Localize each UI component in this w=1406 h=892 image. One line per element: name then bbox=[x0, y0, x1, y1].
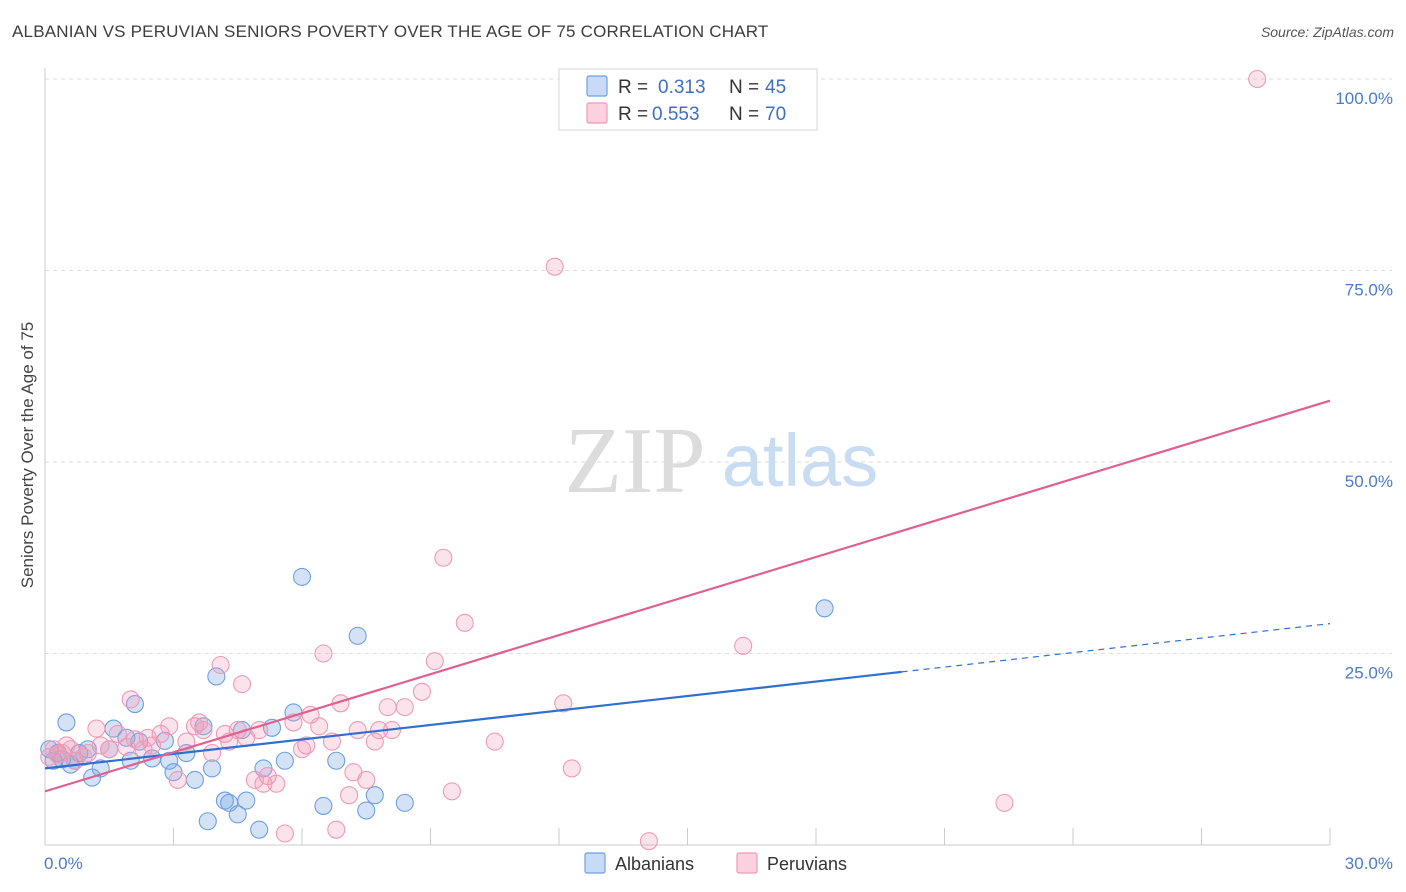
bottom-legend-swatch-albanians bbox=[584, 852, 606, 874]
source-label: Source: ZipAtlas.com bbox=[1260, 24, 1394, 40]
data-points bbox=[40, 69, 1267, 851]
legend: R = 0.313 N = 45 R = 0.553 N = 70 bbox=[558, 68, 818, 131]
peruvian-point bbox=[1248, 69, 1267, 89]
peruvian-point bbox=[434, 548, 453, 567]
y-tick-label: 25.0% bbox=[1345, 664, 1393, 683]
albanian-point bbox=[357, 801, 376, 820]
albanian-point bbox=[160, 751, 179, 770]
albanian-trend-line bbox=[44, 670, 902, 770]
bottom-legend: Albanians Peruvians bbox=[584, 852, 847, 874]
albanian-point bbox=[198, 812, 217, 831]
peruvian-point bbox=[310, 717, 329, 736]
legend-swatch-albanians bbox=[586, 75, 608, 97]
y-tick-label: 75.0% bbox=[1345, 281, 1393, 300]
legend-swatch-peruvians bbox=[586, 102, 608, 124]
albanian-point bbox=[57, 713, 76, 732]
legend-r-value-1: 0.313 bbox=[658, 77, 706, 98]
x-tick-label-min: 0.0% bbox=[44, 854, 83, 873]
legend-n-value-2: 70 bbox=[765, 104, 786, 125]
albanian-point bbox=[348, 626, 367, 645]
peruvian-point bbox=[100, 740, 119, 759]
legend-r-label-1: R = bbox=[618, 77, 648, 98]
albanian-point bbox=[365, 786, 384, 805]
peruvian-point bbox=[108, 724, 127, 743]
peruvian-point bbox=[327, 820, 346, 839]
legend-r-value-2: 0.553 bbox=[652, 104, 700, 125]
albanian-point bbox=[314, 796, 333, 815]
peruvian-point bbox=[425, 652, 444, 671]
peruvian-point bbox=[211, 655, 230, 675]
peruvian-point bbox=[87, 719, 106, 738]
peruvian-point bbox=[995, 793, 1014, 812]
peruvian-point bbox=[168, 770, 187, 789]
albanian-point bbox=[207, 667, 226, 686]
legend-r-label-2: R = bbox=[618, 104, 648, 125]
y-tick-label: 50.0% bbox=[1345, 472, 1393, 491]
y-tick-label: 100.0% bbox=[1335, 89, 1393, 108]
peruvian-point bbox=[639, 832, 659, 851]
peruvian-point bbox=[314, 644, 333, 663]
peruvian-trend-line bbox=[44, 399, 1331, 793]
peruvian-point bbox=[340, 786, 359, 805]
peruvian-point bbox=[365, 732, 384, 751]
watermark: ZIP atlas bbox=[565, 409, 879, 513]
albanian-point bbox=[203, 759, 222, 778]
albanian-point bbox=[275, 751, 294, 770]
peruvian-point bbox=[395, 698, 414, 717]
peruvian-point bbox=[554, 694, 573, 713]
albanian-point bbox=[815, 599, 834, 618]
peruvian-point bbox=[545, 257, 564, 276]
peruvian-point bbox=[485, 732, 504, 751]
peruvian-point bbox=[357, 770, 376, 789]
peruvian-point bbox=[267, 774, 286, 793]
peruvian-point bbox=[177, 732, 196, 751]
albanian-point bbox=[228, 805, 247, 824]
albanian-point bbox=[250, 820, 269, 839]
peruvian-point bbox=[442, 782, 461, 801]
peruvian-point bbox=[194, 721, 213, 740]
albanian-point bbox=[395, 793, 414, 812]
chart-title: ALBANIAN VS PERUVIAN SENIORS POVERTY OVE… bbox=[12, 22, 769, 41]
axes bbox=[44, 68, 1331, 846]
trend-lines bbox=[44, 399, 1331, 793]
albanian-point bbox=[292, 567, 312, 586]
bottom-legend-label-albanians: Albanians bbox=[615, 854, 694, 874]
albanian-trend-extension bbox=[901, 623, 1331, 673]
legend-n-label-2: N = bbox=[729, 104, 759, 125]
peruvian-point bbox=[160, 717, 179, 736]
peruvian-point bbox=[232, 675, 252, 694]
peruvian-point bbox=[275, 824, 294, 843]
legend-n-label-1: N = bbox=[729, 77, 759, 98]
legend-n-value-1: 45 bbox=[765, 77, 786, 98]
watermark-atlas: atlas bbox=[722, 419, 878, 502]
peruvian-point bbox=[412, 682, 431, 701]
peruvian-point bbox=[734, 636, 753, 655]
bottom-legend-swatch-peruvians bbox=[736, 852, 758, 874]
watermark-zip: ZIP bbox=[565, 409, 706, 513]
albanian-point bbox=[327, 751, 346, 770]
x-tick-label-max: 30.0% bbox=[1345, 854, 1393, 873]
bottom-legend-label-peruvians: Peruvians bbox=[767, 854, 847, 874]
peruvian-point bbox=[562, 759, 581, 778]
tick-labels: 100.0% 75.0% 50.0% 25.0% 0.0% 30.0% bbox=[44, 89, 1393, 873]
peruvian-point bbox=[91, 736, 110, 755]
peruvian-point bbox=[203, 744, 222, 763]
peruvian-point bbox=[348, 721, 367, 740]
peruvian-point bbox=[297, 736, 316, 755]
peruvian-point bbox=[378, 698, 397, 717]
peruvian-point bbox=[455, 613, 474, 632]
albanian-point bbox=[237, 791, 256, 810]
gridlines bbox=[45, 78, 1392, 654]
peruvian-point bbox=[121, 690, 140, 709]
albanian-point bbox=[185, 770, 204, 789]
